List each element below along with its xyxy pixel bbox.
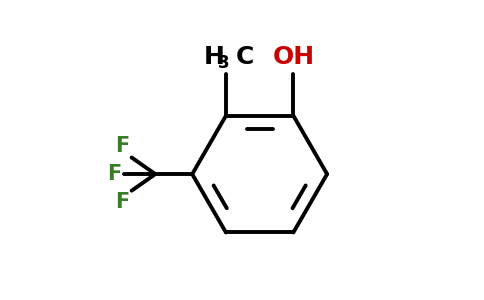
Text: OH: OH [272, 45, 315, 69]
Text: F: F [115, 192, 129, 212]
Text: F: F [106, 164, 121, 184]
Text: H: H [203, 45, 225, 69]
Text: C: C [236, 45, 254, 69]
Text: F: F [115, 136, 129, 156]
Text: 3: 3 [218, 54, 230, 72]
